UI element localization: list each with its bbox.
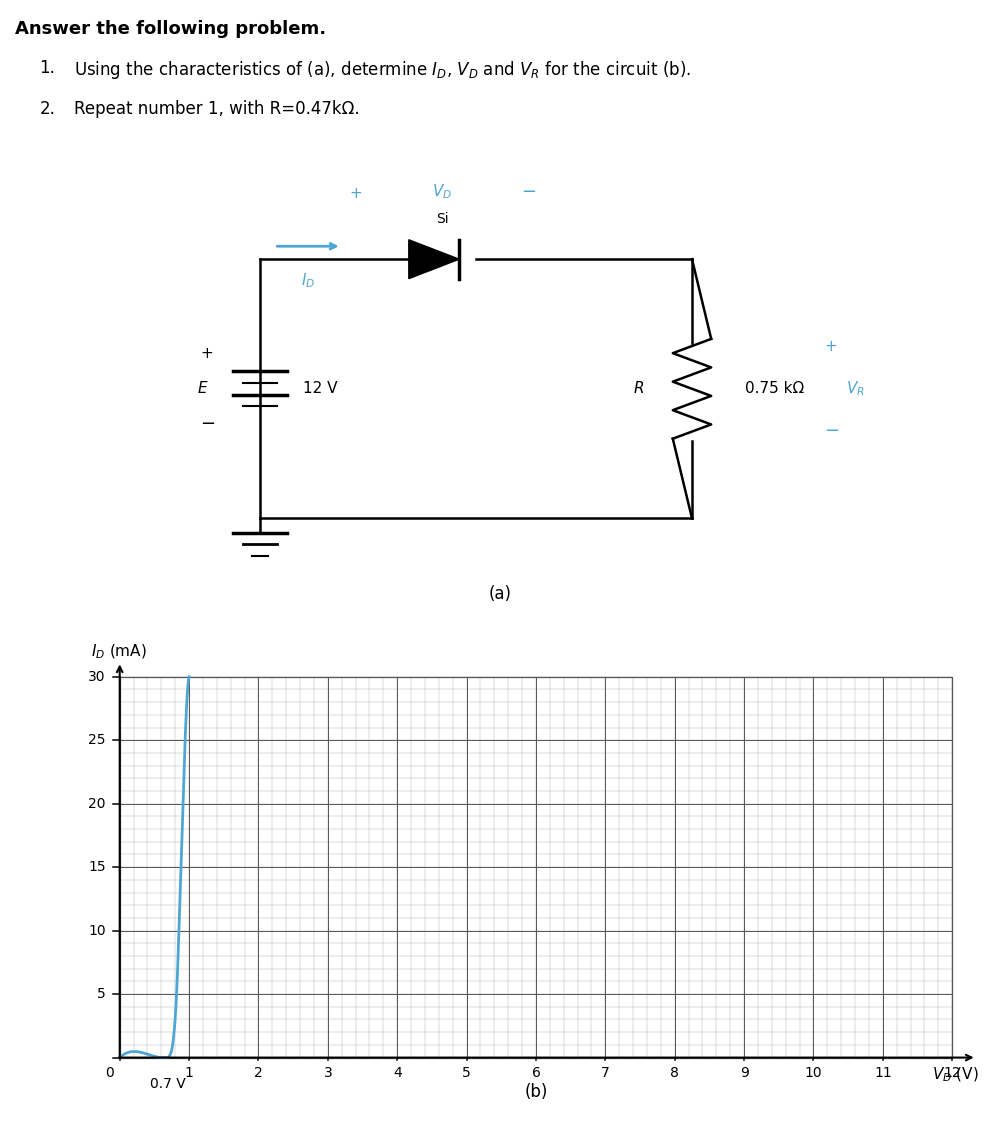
Text: 0: 0: [105, 1066, 114, 1080]
Text: 8: 8: [670, 1066, 679, 1080]
Text: 7: 7: [601, 1066, 610, 1080]
Text: Using the characteristics of (a), determine $I_D$, $V_D$ and $V_R$ for the circu: Using the characteristics of (a), determ…: [74, 59, 691, 81]
Text: E: E: [198, 381, 207, 396]
Text: $V_D$: $V_D$: [432, 183, 452, 201]
Text: 30: 30: [88, 670, 106, 684]
Text: +: +: [825, 339, 838, 354]
Text: 15: 15: [88, 861, 106, 874]
Text: −: −: [521, 183, 536, 201]
Text: −: −: [200, 415, 215, 433]
Text: 2.: 2.: [39, 100, 55, 118]
Text: R: R: [634, 381, 645, 396]
Text: $V_D$ (V): $V_D$ (V): [932, 1066, 979, 1084]
Text: 12: 12: [943, 1066, 961, 1080]
Text: −: −: [824, 422, 839, 440]
Text: 10: 10: [805, 1066, 822, 1080]
Text: 9: 9: [740, 1066, 749, 1080]
Text: 0.7 V: 0.7 V: [150, 1076, 186, 1091]
Text: 1: 1: [185, 1066, 194, 1080]
Polygon shape: [409, 239, 459, 279]
Text: 1.: 1.: [39, 59, 55, 77]
Text: 4: 4: [393, 1066, 402, 1080]
Text: +: +: [201, 346, 214, 361]
Text: $V_R$: $V_R$: [846, 380, 864, 398]
Text: 2: 2: [254, 1066, 263, 1080]
Text: Answer the following problem.: Answer the following problem.: [15, 19, 326, 37]
Text: 0.75 kΩ: 0.75 kΩ: [745, 381, 804, 396]
Text: 5: 5: [97, 987, 106, 1001]
Text: $I_D$ (mA): $I_D$ (mA): [91, 643, 146, 661]
Text: Si: Si: [436, 212, 449, 226]
Text: 11: 11: [874, 1066, 892, 1080]
Text: 20: 20: [88, 797, 106, 811]
Text: 12 V: 12 V: [303, 381, 338, 396]
Text: Repeat number 1, with R=0.47kΩ.: Repeat number 1, with R=0.47kΩ.: [74, 100, 359, 118]
Text: (a): (a): [488, 585, 512, 602]
Text: $I_D$: $I_D$: [301, 271, 315, 289]
Text: 10: 10: [88, 923, 106, 938]
Text: 25: 25: [88, 734, 106, 747]
Text: 5: 5: [462, 1066, 471, 1080]
Text: +: +: [350, 186, 362, 201]
Text: (b): (b): [524, 1083, 548, 1101]
Text: 3: 3: [323, 1066, 332, 1080]
Text: 6: 6: [532, 1066, 540, 1080]
